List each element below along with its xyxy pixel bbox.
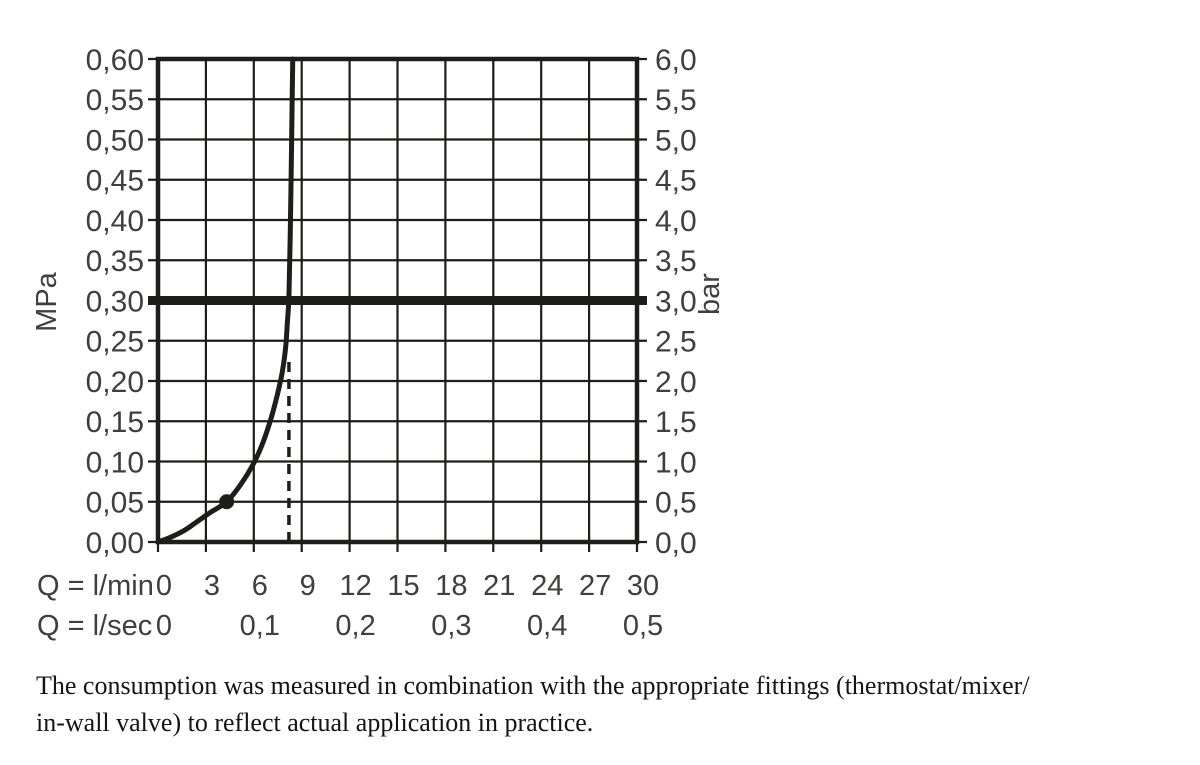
x-axis-tick-label: 0,5 [623, 610, 663, 642]
y-axis-left-tick-label: 0,50 [86, 124, 144, 157]
caption: The consumption was measured in combinat… [36, 667, 1186, 741]
y-axis-right-tick-label: 1,0 [655, 446, 697, 479]
flow-curve [155, 56, 296, 545]
x-axis-tick-label: 6 [252, 570, 268, 602]
x-axis-tick-label: 12 [339, 570, 371, 602]
y-axis-right-tick-label: 3,5 [655, 245, 697, 278]
x-axis-tick-label: 30 [627, 570, 659, 602]
y-axis-left-tick-label: 0,40 [86, 205, 144, 238]
y-axis-right-tick-label: 2,0 [655, 366, 697, 399]
y-axis-left-tick-label: 0,25 [86, 326, 144, 359]
x-axis-tick-label: 27 [579, 570, 611, 602]
y-axis-right-tick-label: 3,0 [655, 285, 697, 318]
x-axis-tick-label: 0,2 [335, 610, 375, 642]
y-axis-right-tick-label: 4,0 [655, 205, 697, 238]
x-axis-tick-label: 9 [300, 570, 316, 602]
x-axis-tick-label: 0 [156, 610, 172, 642]
y-axis-left-tick-label: 0,55 [86, 84, 144, 117]
x-axis-tick-label: 0,4 [527, 610, 567, 642]
x-axis-row-label: Q = l/sec [37, 610, 152, 642]
y-axis-left-tick-label: 0,60 [86, 44, 144, 77]
y-axis-right-tick-label: 0,5 [655, 487, 697, 520]
x-axis-tick-label: 0,1 [240, 610, 280, 642]
y-axis-left-tick-label: 0,15 [86, 406, 144, 439]
y-axis-right-tick-label: 6,0 [655, 44, 697, 77]
x-axis-tick-label: 15 [387, 570, 419, 602]
y-axis-right-tick-label: 1,5 [655, 406, 697, 439]
caption-line-1: The consumption was measured in combinat… [36, 671, 1030, 700]
y-axis-left-tick-label: 0,10 [86, 446, 144, 479]
x-axis-tick-label: 3 [204, 570, 220, 602]
x-axis-tick-label: 0 [156, 570, 172, 602]
y-axis-right-tick-label: 0,0 [655, 527, 697, 560]
x-axis-row-label: Q = l/min [37, 570, 154, 602]
y-axis-right-tick-label: 2,5 [655, 326, 697, 359]
y-axis-left-tick-label: 0,45 [86, 165, 144, 198]
y-axis-right-unit-label: bar [694, 273, 726, 315]
y-axis-left-tick-label: 0,35 [86, 245, 144, 278]
x-axis-tick-label: 24 [531, 570, 563, 602]
y-axis-right-tick-label: 5,5 [655, 84, 697, 117]
x-axis-tick-label: 18 [435, 570, 467, 602]
y-axis-left-unit-label: MPa [31, 271, 63, 332]
x-axis-tick-label: 0,3 [431, 610, 471, 642]
y-axis-left-tick-label: 0,05 [86, 487, 144, 520]
y-axis-left-tick-label: 0,00 [86, 527, 144, 560]
operating-point-marker [219, 494, 235, 510]
y-axis-right-tick-label: 5,0 [655, 124, 697, 157]
flow-pressure-chart: 0,00 0,00,05 0,50,10 1,00,15 1,50,20 2,00,25 2… [31, 44, 726, 642]
y-axis-left-tick-label: 0,30 [86, 285, 144, 318]
caption-line-2: in-wall valve) to reflect actual applica… [36, 708, 594, 737]
x-axis-tick-label: 21 [483, 570, 515, 602]
y-axis-right-tick-label: 4,5 [655, 165, 697, 198]
y-axis-left-tick-label: 0,20 [86, 366, 144, 399]
